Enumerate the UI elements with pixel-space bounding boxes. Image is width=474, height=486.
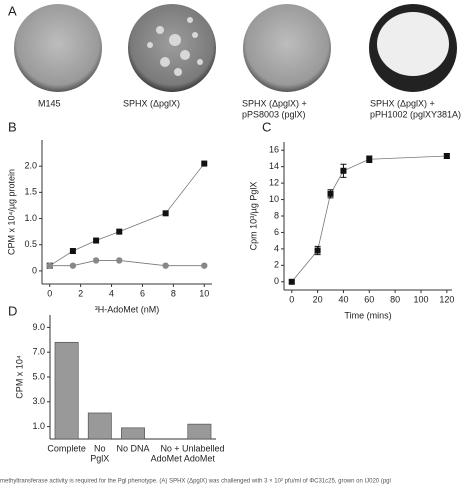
y-tick-label: 5.0 xyxy=(32,371,45,381)
marker xyxy=(46,262,53,269)
marker xyxy=(162,210,169,217)
plate-label: SPHX (ΔpglX) xyxy=(123,98,180,108)
y-axis-label: CPM x 10⁴/µg protein xyxy=(6,169,16,255)
y-tick-label: 14 xyxy=(269,161,279,171)
marker xyxy=(288,278,295,285)
x-tick-label: 10 xyxy=(199,288,209,298)
y-tick-label: 12 xyxy=(269,177,279,187)
y-tick-label: 6 xyxy=(274,227,279,237)
y-tick-label: 0.5 xyxy=(24,239,37,249)
plaques xyxy=(147,17,203,76)
y-axis-label: CPM x 10⁴ xyxy=(14,355,24,399)
x-tick-label: AdoMet xyxy=(184,453,216,463)
y-tick-label: 2.0 xyxy=(24,161,37,171)
lysis-zone xyxy=(377,12,449,76)
x-tick-label: 100 xyxy=(413,294,428,304)
marker xyxy=(69,262,77,269)
caption: methyltransferase activity is required f… xyxy=(0,479,391,485)
plate-label: SPHX (ΔpglX) + xyxy=(370,98,435,108)
x-tick-label: 80 xyxy=(390,294,400,304)
x-tick-label: 8 xyxy=(171,288,176,298)
y-tick-label: 4 xyxy=(274,243,279,253)
panel-letter: D xyxy=(8,303,17,318)
plate xyxy=(128,4,216,92)
panel-letter: A xyxy=(8,3,17,18)
x-tick-label: Complete xyxy=(47,443,86,453)
x-tick-label: 6 xyxy=(140,288,145,298)
plate-label: SPHX (ΔpglX) + xyxy=(242,98,307,108)
y-tick-label: 1.0 xyxy=(32,421,45,431)
series-line xyxy=(49,260,205,267)
y-tick-label: 0 xyxy=(32,265,37,275)
x-tick-label: 0 xyxy=(47,288,52,298)
marker xyxy=(162,262,169,269)
y-tick-label: 9.0 xyxy=(32,322,45,332)
y-tick-label: 1.5 xyxy=(24,187,37,197)
y-tick-label: 1.0 xyxy=(24,213,37,223)
x-tick-label: + Unlabelled xyxy=(174,443,224,453)
y-tick-label: 2 xyxy=(274,260,279,270)
x-tick-label: PglX xyxy=(90,453,109,463)
bar xyxy=(187,423,212,440)
plate xyxy=(243,4,331,92)
x-tick-label: 4 xyxy=(109,288,114,298)
y-tick-label: 10 xyxy=(269,194,279,204)
x-tick-label: 0 xyxy=(289,294,294,304)
x-tick-label: 20 xyxy=(313,294,323,304)
y-axis-label: Cpm 10³/µg PglX xyxy=(248,182,258,251)
marker xyxy=(116,228,123,235)
y-tick-label: 7.0 xyxy=(32,347,45,357)
marker xyxy=(92,257,100,264)
series-line xyxy=(49,163,205,267)
x-axis-label: ³H-AdoMet (nM) xyxy=(95,304,160,314)
bar xyxy=(54,341,79,440)
bar xyxy=(87,412,112,440)
marker xyxy=(69,248,76,255)
plate-label: pPH1002 (pglXY381A) xyxy=(370,109,461,119)
marker xyxy=(314,247,321,254)
marker xyxy=(327,190,334,197)
series-line xyxy=(291,155,447,283)
x-tick-label: No xyxy=(160,443,172,453)
x-axis-label: Time (mins) xyxy=(344,310,391,320)
y-tick-label: 8 xyxy=(274,210,279,220)
y-tick-label: 16 xyxy=(269,145,279,155)
marker xyxy=(366,156,373,163)
plate xyxy=(14,4,102,92)
x-tick-label: No xyxy=(94,443,106,453)
y-tick-label: 3.0 xyxy=(32,396,45,406)
x-tick-label: 120 xyxy=(439,294,454,304)
marker xyxy=(443,152,450,159)
marker xyxy=(93,237,100,244)
marker xyxy=(116,257,123,264)
x-tick-label: 2 xyxy=(78,288,83,298)
x-tick-label: AdoMet xyxy=(151,453,183,463)
x-tick-label: 40 xyxy=(338,294,348,304)
x-tick-label: No DNA xyxy=(116,443,149,453)
bar xyxy=(121,427,145,440)
marker xyxy=(201,262,208,269)
marker xyxy=(201,160,208,167)
panel-letter: B xyxy=(8,119,17,134)
y-tick-label: 0 xyxy=(274,276,279,286)
x-tick-label: 60 xyxy=(364,294,374,304)
plate-label: M145 xyxy=(38,98,61,108)
plate-label: pPS8003 (pglX) xyxy=(242,109,306,119)
panel-letter: C xyxy=(262,119,271,134)
marker xyxy=(340,167,347,174)
